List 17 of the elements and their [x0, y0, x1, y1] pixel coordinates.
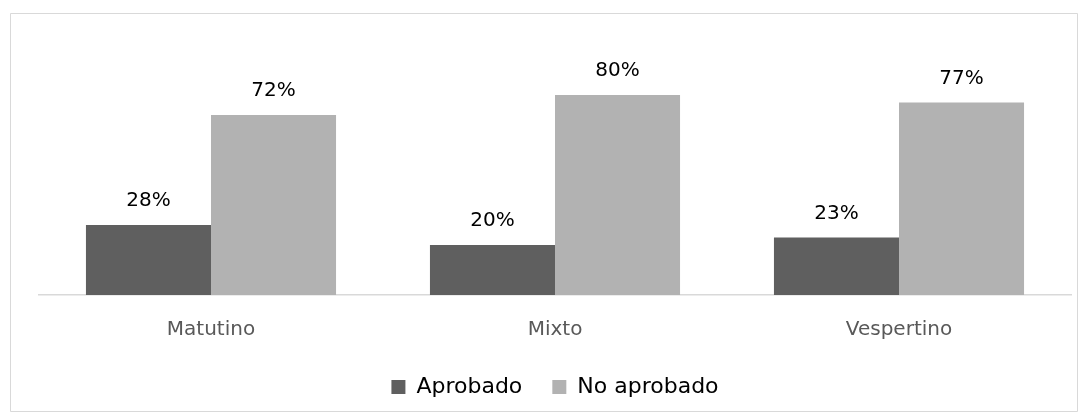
data-label: 23% — [814, 199, 859, 224]
data-label: 72% — [251, 77, 296, 101]
bar — [211, 115, 337, 295]
x-tick-label: Matutino — [166, 316, 256, 341]
x-tick-label: Mixto — [527, 316, 583, 341]
bar — [899, 102, 1025, 295]
x-tick-label: Vespertino — [845, 316, 953, 341]
legend-label: Aprobado — [416, 372, 523, 398]
legend-label: No aprobado — [577, 372, 719, 398]
data-label: 20% — [470, 207, 515, 231]
bar — [555, 95, 681, 295]
data-label: 28% — [126, 187, 171, 211]
bar — [429, 245, 555, 295]
bar — [773, 237, 899, 295]
bar — [85, 225, 211, 295]
data-label: 77% — [939, 64, 984, 89]
data-label: 80% — [595, 57, 640, 81]
